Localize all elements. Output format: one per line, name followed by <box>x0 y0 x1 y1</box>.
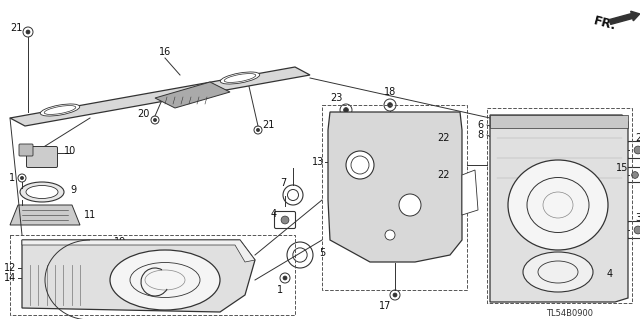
Bar <box>10 235 295 315</box>
Text: 10: 10 <box>64 146 76 156</box>
Text: 23: 23 <box>330 93 342 103</box>
Ellipse shape <box>346 151 374 179</box>
Text: 22: 22 <box>438 133 451 143</box>
Text: 15: 15 <box>616 163 628 173</box>
Ellipse shape <box>20 182 64 202</box>
Text: 17: 17 <box>379 301 391 311</box>
FancyBboxPatch shape <box>26 146 58 167</box>
Bar <box>322 105 467 290</box>
Text: 21: 21 <box>262 120 274 130</box>
Ellipse shape <box>220 72 260 84</box>
Text: 4: 4 <box>271 209 277 219</box>
Polygon shape <box>22 240 255 262</box>
Circle shape <box>257 129 260 132</box>
Text: 22: 22 <box>438 170 451 180</box>
Text: 18: 18 <box>384 87 396 97</box>
Polygon shape <box>10 67 310 126</box>
Circle shape <box>154 118 157 122</box>
Polygon shape <box>462 170 478 215</box>
Circle shape <box>20 176 24 180</box>
Text: 19: 19 <box>114 237 126 247</box>
Ellipse shape <box>523 252 593 292</box>
Text: 12: 12 <box>4 263 16 273</box>
Text: 4: 4 <box>607 269 613 279</box>
Circle shape <box>618 263 622 267</box>
Circle shape <box>634 146 640 154</box>
Ellipse shape <box>508 160 608 250</box>
Text: 11: 11 <box>84 210 96 220</box>
Text: 21: 21 <box>10 23 22 33</box>
Text: 5: 5 <box>319 248 325 258</box>
Ellipse shape <box>385 230 395 240</box>
Text: 20: 20 <box>137 109 149 119</box>
Ellipse shape <box>40 104 80 116</box>
Polygon shape <box>490 115 628 302</box>
Ellipse shape <box>399 194 421 216</box>
Text: 13: 13 <box>312 157 324 167</box>
FancyArrow shape <box>609 11 640 25</box>
Circle shape <box>632 172 638 178</box>
Text: 1: 1 <box>9 173 15 183</box>
Circle shape <box>393 293 397 297</box>
FancyBboxPatch shape <box>19 144 33 156</box>
Bar <box>487 108 632 303</box>
Text: 14: 14 <box>4 273 16 283</box>
Circle shape <box>26 30 30 34</box>
Text: 7: 7 <box>280 178 286 188</box>
Text: 3: 3 <box>635 213 640 223</box>
Text: TL54B0900: TL54B0900 <box>547 308 593 317</box>
Circle shape <box>430 178 434 182</box>
Circle shape <box>388 103 392 108</box>
Text: 6: 6 <box>477 120 483 130</box>
Ellipse shape <box>26 186 58 198</box>
Circle shape <box>634 226 640 234</box>
Polygon shape <box>10 205 80 225</box>
Text: FR.: FR. <box>592 15 618 33</box>
Polygon shape <box>490 115 628 128</box>
Text: 2: 2 <box>635 133 640 143</box>
Circle shape <box>430 143 434 147</box>
Text: 9: 9 <box>70 185 76 195</box>
Text: 8: 8 <box>477 130 483 140</box>
Circle shape <box>281 216 289 224</box>
Text: 16: 16 <box>159 47 171 57</box>
Circle shape <box>283 276 287 280</box>
Ellipse shape <box>110 250 220 310</box>
Circle shape <box>130 246 134 250</box>
Text: 1: 1 <box>277 285 283 295</box>
Polygon shape <box>155 82 230 108</box>
Polygon shape <box>22 240 255 312</box>
Circle shape <box>344 108 348 112</box>
Polygon shape <box>328 112 462 262</box>
